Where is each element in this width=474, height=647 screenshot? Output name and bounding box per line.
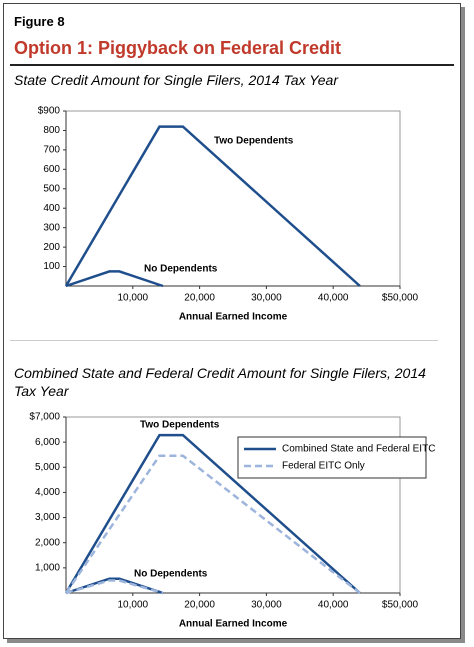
x-tick-label: 10,000	[118, 293, 149, 304]
y-tick-label: 800	[43, 125, 60, 136]
figure-frame	[3, 3, 461, 639]
series-line	[65, 270, 164, 288]
x-tick-label: 20,000	[184, 293, 215, 304]
figure-label: Figure 8	[14, 14, 65, 29]
chart-title: State Credit Amount for Single Filers, 2…	[14, 72, 338, 88]
y-tick-label: 400	[43, 203, 60, 214]
y-tick-label: 5,000	[35, 462, 60, 473]
y-tick-label: $900	[38, 106, 61, 117]
x-tick-label: 40,000	[318, 600, 349, 611]
x-axis-label: Annual Earned Income	[179, 619, 288, 630]
y-tick-label: 3,000	[35, 512, 60, 523]
y-tick-label: 1,000	[35, 562, 60, 573]
y-tick-label: 200	[43, 242, 60, 253]
legend-label: Federal EITC Only	[282, 461, 365, 472]
x-tick-label: 10,000	[118, 600, 149, 611]
line-label: No Dependents	[144, 264, 218, 275]
y-tick-label: 4,000	[35, 487, 60, 498]
annotation: No Dependents	[134, 569, 208, 580]
legend-label: Combined State and Federal EITC	[282, 444, 435, 455]
x-tick-label: $50,000	[382, 293, 419, 304]
x-tick-label: 20,000	[184, 600, 215, 611]
separator	[10, 340, 438, 341]
title-rule	[10, 64, 454, 66]
y-tick-label: 700	[43, 145, 60, 156]
x-tick-label: 30,000	[251, 600, 282, 611]
y-tick-label: 600	[43, 164, 60, 175]
x-tick-label: $50,000	[382, 600, 419, 611]
x-tick-label: 40,000	[318, 293, 349, 304]
annotation: Two Dependents	[140, 420, 220, 431]
y-tick-label: 300	[43, 222, 60, 233]
line-label: Two Dependents	[214, 136, 294, 147]
y-tick-label: 500	[43, 183, 60, 194]
x-axis-label: Annual Earned Income	[179, 312, 288, 323]
y-tick-label: $7,000	[29, 412, 60, 423]
chart-title: Combined State and Federal Credit Amount…	[14, 365, 426, 399]
legend-box	[237, 436, 427, 479]
y-tick-label: 100	[43, 261, 60, 272]
series-line	[64, 454, 361, 595]
figure-title: Option 1: Piggyback on Federal Credit	[14, 38, 342, 58]
x-tick-label: 30,000	[251, 293, 282, 304]
y-tick-label: 2,000	[35, 537, 60, 548]
series-line	[64, 125, 361, 287]
y-tick-label: 6,000	[35, 437, 60, 448]
